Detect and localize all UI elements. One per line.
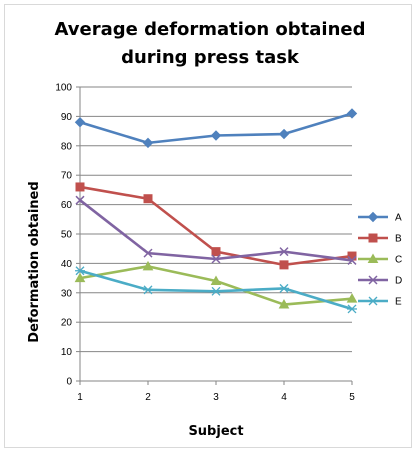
x-axis-label: Subject: [188, 424, 243, 439]
y-tick-label: 90: [61, 112, 73, 123]
data-point-d: [143, 248, 153, 258]
legend-marker: [368, 296, 378, 306]
data-point-c: [278, 299, 290, 309]
data-point-c: [346, 293, 358, 303]
legend-marker: [367, 253, 379, 263]
data-point-a: [142, 137, 154, 149]
legend-marker: [368, 275, 378, 285]
y-tick-label: 20: [61, 318, 73, 329]
chart-frame: [4, 4, 412, 448]
y-tick-label: 0: [66, 377, 72, 388]
data-point-b: [75, 182, 85, 192]
y-tick-label: 10: [61, 347, 73, 358]
gridlines: [80, 86, 352, 353]
chart-title-line-2: during press task: [121, 47, 299, 68]
legend-item-c: C: [358, 253, 402, 266]
legend-item-e: E: [358, 297, 402, 308]
legend-label: A: [395, 213, 402, 224]
x-tick-label: 3: [213, 392, 219, 403]
data-point-d: [211, 254, 221, 264]
y-tick-label: 50: [61, 230, 73, 241]
chart-title-line-1: Average deformation obtained: [54, 19, 366, 40]
data-point-e: [347, 304, 357, 314]
legend-label: D: [395, 276, 402, 287]
y-tick-label: 40: [61, 259, 73, 270]
data-point-a: [278, 128, 290, 140]
data-point-e: [75, 266, 85, 276]
legend-marker: [367, 211, 379, 223]
series-e: [75, 266, 357, 314]
data-point-b: [143, 194, 153, 204]
x-tick-label: 1: [77, 392, 83, 403]
legend-item-b: B: [358, 233, 402, 245]
legend-marker: [368, 233, 378, 243]
data-point-a: [74, 117, 86, 128]
data-point-c: [142, 260, 154, 271]
data-point-c: [210, 275, 222, 286]
series-line-c: [79, 265, 353, 306]
y-axis-label: Deformation obtained: [27, 181, 42, 342]
y-tick-label: 100: [55, 83, 72, 94]
series-d: [75, 195, 357, 265]
x-tick-label: 4: [281, 392, 287, 403]
data-point-d: [75, 195, 85, 205]
x-tick-label: 2: [145, 392, 151, 403]
y-tick-label: 60: [61, 200, 73, 211]
axes: 0 10 20 30 40 50 60 70 80 90 100 1 2 3 4 5: [55, 83, 355, 404]
legend-label: C: [395, 255, 402, 266]
legend-item-d: D: [358, 275, 402, 287]
y-tick-label: 30: [61, 288, 73, 299]
data-point-d: [279, 247, 289, 257]
data-point-a: [210, 130, 222, 141]
data-point-e: [211, 286, 221, 296]
data-point-b: [211, 247, 221, 257]
series-b: [75, 182, 357, 270]
y-tick-label: 80: [61, 141, 73, 152]
legend-item-a: A: [358, 211, 402, 224]
data-point-e: [143, 285, 153, 295]
series-lines: [74, 108, 358, 314]
data-point-d: [347, 255, 357, 265]
data-point-e: [279, 283, 289, 293]
data-point-b: [279, 260, 289, 270]
data-point-a: [346, 108, 358, 119]
series-c: [74, 260, 358, 309]
y-tick-label: 70: [61, 171, 73, 182]
legend-label: B: [395, 234, 402, 245]
legend-label: E: [395, 297, 402, 308]
x-tick-label: 5: [349, 392, 355, 403]
data-point-c: [74, 272, 86, 283]
chart-title: Average deformation obtained during pres…: [40, 16, 380, 72]
series-a: [74, 108, 358, 149]
